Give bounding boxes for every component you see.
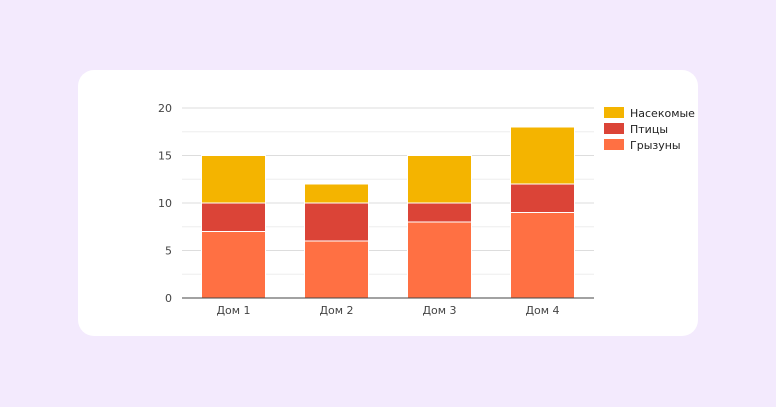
- legend: Насекомые Птицы Грызуны: [604, 107, 695, 152]
- legend-swatch: [604, 139, 624, 150]
- bar-segment: [407, 155, 472, 204]
- bar-segment: [201, 202, 266, 232]
- legend-label: Насекомые: [630, 107, 695, 120]
- bar-segment: [304, 240, 369, 299]
- stacked-bar-chart: 0 5 10 15 20 Дом 1 Дом 2 Дом 3 Дом 4 Насекомые П…: [158, 102, 695, 317]
- y-tick-label: 10: [158, 197, 172, 210]
- bar-segment: [407, 221, 472, 299]
- legend-swatch: [604, 123, 624, 134]
- x-tick-label: Дом 2: [319, 304, 353, 317]
- bar-segment: [304, 183, 369, 204]
- chart-card: 0 5 10 15 20 Дом 1 Дом 2 Дом 3 Дом 4 Насекомые П…: [78, 70, 698, 336]
- y-tick-label: 20: [158, 102, 172, 115]
- y-tick-label: 0: [165, 292, 172, 305]
- bar-segment: [510, 183, 575, 213]
- x-tick-label: Дом 3: [422, 304, 456, 317]
- y-tick-label: 15: [158, 150, 172, 163]
- x-tick-label: Дом 1: [216, 304, 250, 317]
- bar-segment: [510, 212, 575, 299]
- legend-label: Грызуны: [630, 139, 681, 152]
- y-axis-ticks: 0 5 10 15 20: [158, 102, 172, 305]
- legend-swatch: [604, 107, 624, 118]
- x-tick-label: Дом 4: [525, 304, 559, 317]
- bar-segment: [510, 126, 575, 185]
- bar-segment: [201, 231, 266, 299]
- bar-segment: [304, 202, 369, 242]
- legend-label: Птицы: [630, 123, 668, 136]
- y-tick-label: 5: [165, 245, 172, 258]
- x-axis-ticks: Дом 1 Дом 2 Дом 3 Дом 4: [216, 304, 559, 317]
- bar-segment: [407, 202, 472, 223]
- bars: [201, 126, 575, 299]
- bar-segment: [201, 155, 266, 204]
